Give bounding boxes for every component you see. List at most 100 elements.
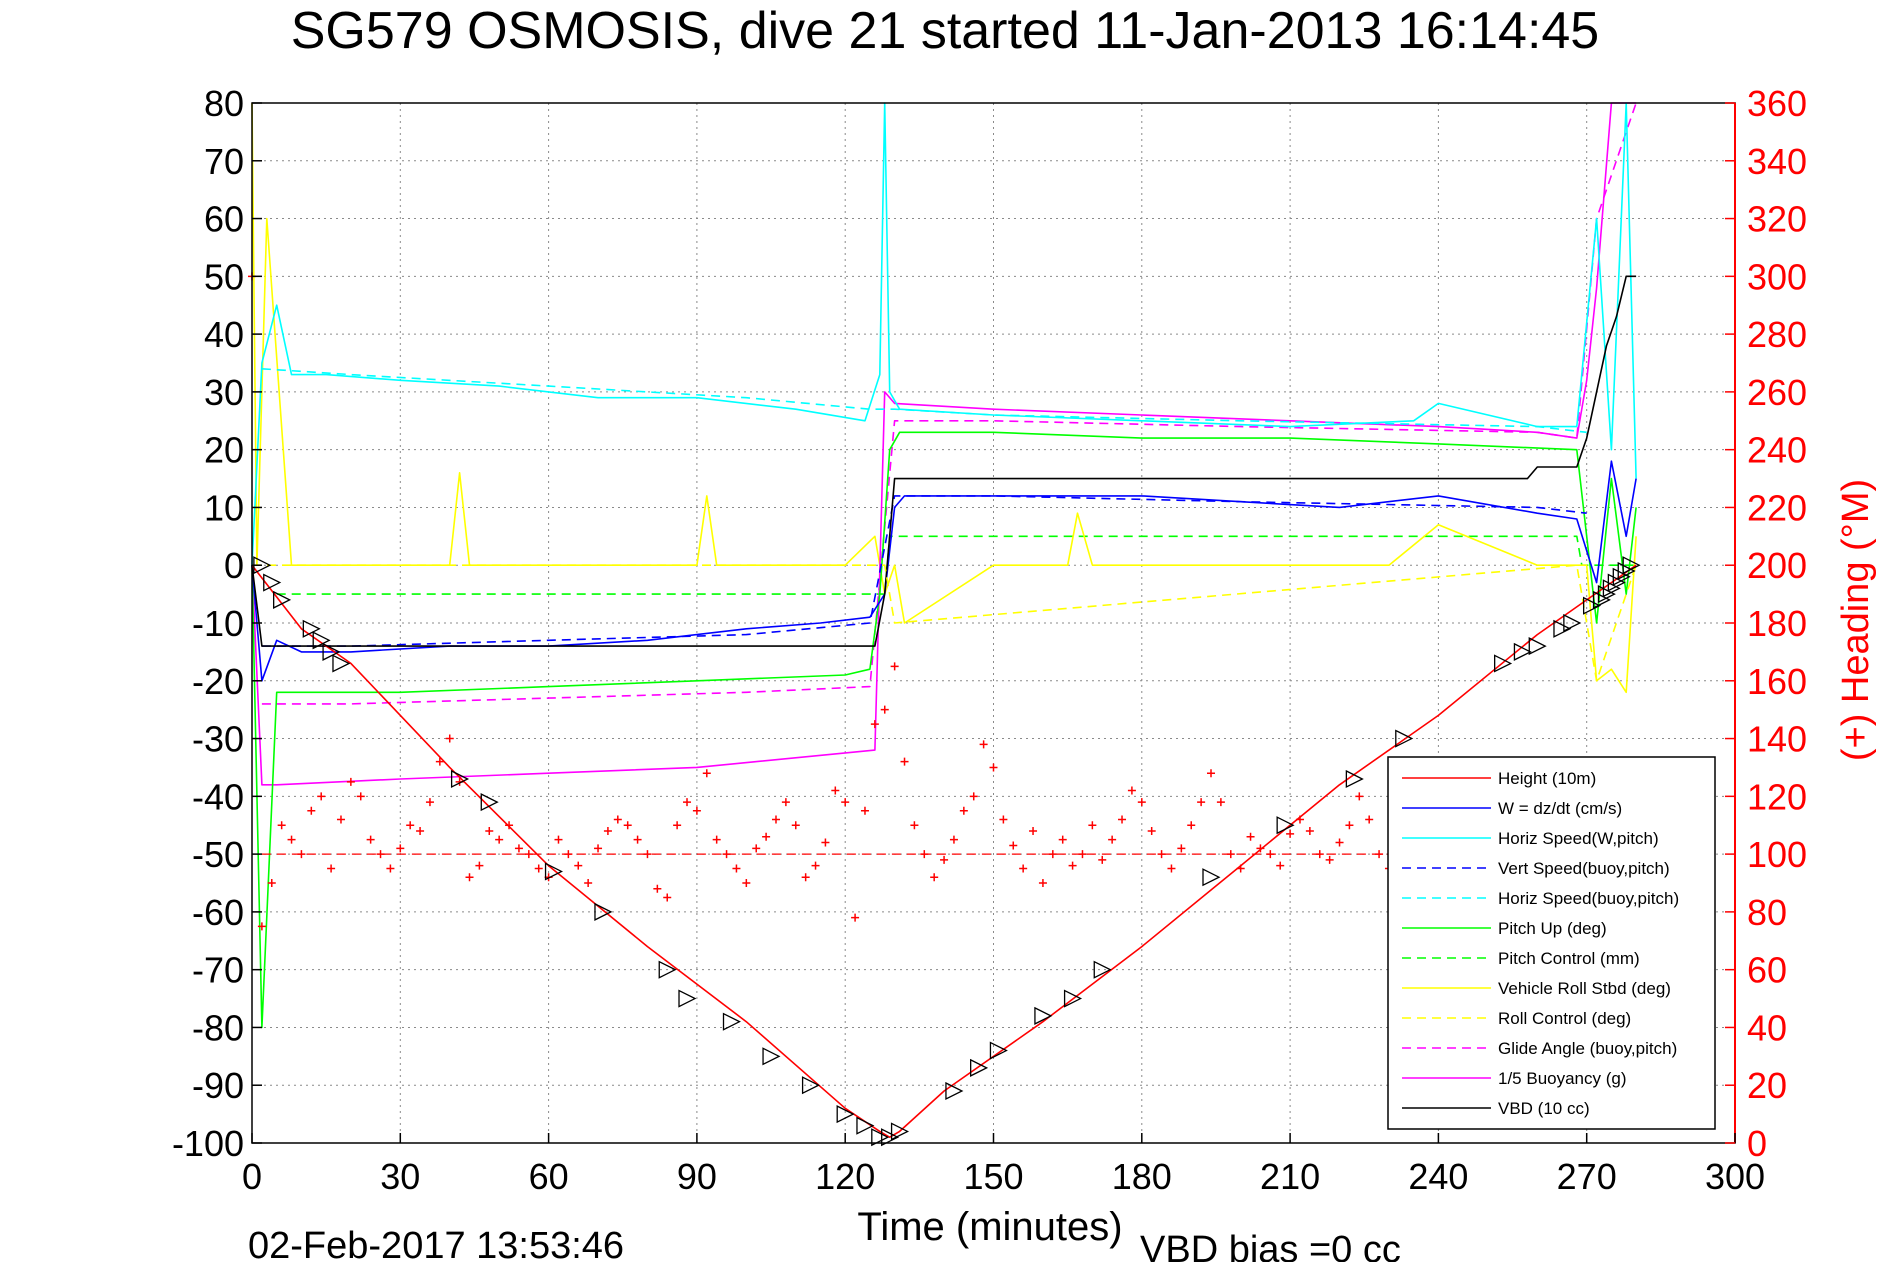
height-marker-point	[989, 1041, 1008, 1060]
heading-point	[692, 806, 701, 815]
heading-point	[762, 832, 771, 841]
series-line-vert-speed-buoy-pitch	[261, 495, 1587, 647]
right-y-tick-label: 320	[1747, 199, 1807, 240]
height-marker-point	[890, 1122, 910, 1141]
right-y-tick-label: 340	[1747, 141, 1807, 182]
height-marker-point	[1395, 729, 1414, 748]
y-tick-label: 20	[204, 430, 244, 471]
y-axis-ticks: -100-90-80-70-60-50-40-30-20-10010203040…	[172, 83, 262, 1164]
y-tick-label: 60	[204, 199, 244, 240]
plot-series	[251, 102, 1637, 1138]
y-tick-label: 80	[204, 83, 244, 124]
legend: Height (10m) W = dz/dt (cm/s) Horiz Speed(…	[1387, 756, 1716, 1130]
heading-point	[1029, 827, 1038, 835]
heading-point	[425, 798, 434, 807]
right-y-tick-label: 60	[1747, 950, 1787, 991]
height-marker-point	[332, 654, 351, 673]
height-marker-point	[1602, 579, 1621, 598]
heading-point	[732, 864, 741, 873]
x-axis-label: Time (minutes)	[857, 1205, 1122, 1249]
legend-box	[1387, 756, 1716, 1130]
height-marker-point	[836, 1105, 855, 1124]
heading-point	[317, 792, 326, 801]
heading-point	[1098, 855, 1107, 864]
heading-point	[930, 873, 939, 882]
right-axis-label: (+) Heading (°M)	[1835, 479, 1877, 761]
height-marker-point	[1494, 654, 1513, 673]
right-y-tick-label: 360	[1747, 83, 1807, 124]
height-marker-point	[273, 590, 292, 609]
heading-point	[1276, 861, 1285, 870]
y-tick-label: -70	[192, 950, 244, 991]
height-marker-point	[1563, 613, 1582, 633]
heading-point	[1295, 815, 1304, 824]
heading-point	[910, 821, 919, 830]
heading-point	[1325, 855, 1334, 864]
heading-point	[1038, 879, 1047, 887]
height-marker-point	[1622, 556, 1641, 575]
heading-point	[1335, 838, 1344, 847]
x-tick-label: 240	[1408, 1156, 1468, 1197]
heading-point	[1236, 864, 1245, 873]
heading-point	[1078, 850, 1087, 859]
height-marker-point	[302, 619, 321, 638]
legend-label: Roll Control (deg)	[1498, 1009, 1631, 1028]
y-tick-label: -100	[172, 1123, 244, 1164]
height-marker-point	[1513, 642, 1532, 661]
heading-point	[1167, 864, 1176, 873]
heading-point	[267, 879, 276, 887]
heading-point	[495, 835, 504, 844]
heading-point	[1068, 861, 1077, 870]
heading-point	[277, 821, 286, 830]
right-y-tick-label: 300	[1747, 256, 1807, 297]
heading-point	[1118, 815, 1127, 824]
heading-point	[781, 798, 790, 807]
heading-point	[673, 821, 682, 830]
heading-point	[485, 827, 494, 835]
heading-point	[643, 850, 652, 859]
heading-point	[900, 757, 909, 766]
series-line-horiz-speed-w-pitch	[251, 102, 1637, 566]
heading-point	[1256, 844, 1265, 853]
height-marker-point	[871, 1128, 890, 1147]
height-marker-point	[1592, 590, 1611, 609]
heading-point	[564, 850, 573, 859]
x-tick-label: 60	[529, 1156, 569, 1197]
heading-point	[1088, 821, 1097, 830]
series-line-roll-control-deg	[252, 564, 1637, 682]
chart-title: SG579 OSMOSIS, dive 21 started 11-Jan-20…	[291, 2, 1599, 60]
height-marker-point	[881, 1128, 900, 1147]
legend-label: Height (10m)	[1498, 769, 1596, 788]
y-tick-label: 40	[204, 314, 244, 355]
heading-point	[416, 827, 425, 835]
heading-point	[663, 893, 672, 902]
x-tick-label: 30	[380, 1156, 420, 1197]
right-y-tick-label: 180	[1747, 603, 1807, 644]
heading-point	[1187, 821, 1196, 830]
height-marker-point	[722, 1012, 741, 1031]
series-line-w-dz-dt-cm-s	[251, 460, 1637, 682]
heading-point	[1019, 864, 1028, 873]
heading-point	[870, 720, 879, 729]
heading-point	[574, 861, 583, 870]
legend-label: Horiz Speed(buoy,pitch)	[1498, 889, 1679, 908]
legend-label: W = dz/dt (cm/s)	[1498, 799, 1622, 818]
heading-point	[742, 879, 751, 887]
height-marker-point	[1612, 567, 1631, 586]
heading-point	[1137, 798, 1146, 807]
heading-point	[1108, 835, 1117, 844]
heading-point	[554, 835, 563, 844]
heading-point	[1157, 850, 1166, 859]
height-marker-point	[945, 1081, 964, 1101]
footer-timestamp: 02-Feb-2017 13:53:46	[248, 1225, 624, 1262]
y-tick-label: -20	[192, 661, 244, 702]
y-tick-label: -80	[192, 1007, 244, 1048]
heading-point	[435, 757, 444, 766]
heading-point	[346, 777, 355, 786]
heading-point	[1365, 815, 1374, 824]
x-tick-label: 0	[242, 1156, 262, 1197]
heading-point	[356, 792, 365, 801]
x-tick-label: 90	[677, 1156, 717, 1197]
right-y-tick-label: 260	[1747, 372, 1807, 413]
